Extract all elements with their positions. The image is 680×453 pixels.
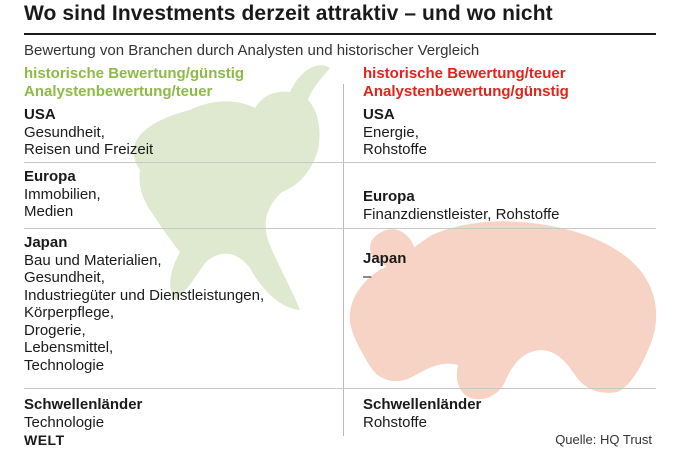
sector-item: – bbox=[363, 267, 372, 285]
sector-item: Technologie bbox=[24, 356, 105, 374]
region-label: USA bbox=[24, 106, 56, 123]
region-label: Europa bbox=[363, 188, 415, 205]
sector-item: Finanzdienstleister, Rohstoffe bbox=[363, 205, 560, 223]
sector-item: Lebensmittel, bbox=[24, 339, 114, 356]
source-note: Quelle: HQ Trust bbox=[555, 432, 652, 447]
sector-item: Körperpflege, bbox=[24, 304, 115, 321]
sector-item: Drogerie, bbox=[24, 321, 86, 339]
region-label: USA bbox=[363, 106, 395, 123]
sector-item: Gesundheit, bbox=[24, 123, 105, 141]
right-header-line1: historische Bewertung/teuer bbox=[363, 65, 566, 82]
left-cell-europa: Europa Immobilien, Medien bbox=[24, 168, 101, 221]
row-divider-1 bbox=[24, 162, 656, 163]
sector-item: Energie, bbox=[363, 123, 419, 141]
region-label: Schwellenländer bbox=[24, 396, 143, 413]
welt-logo: WELT bbox=[24, 432, 65, 448]
right-cell-europa: Europa Finanzdienstleister, Rohstoffe bbox=[363, 188, 560, 223]
left-cell-usa: USA Gesundheit, Reisen und Freizeit bbox=[24, 106, 153, 159]
sector-item: Gesundheit, bbox=[24, 269, 105, 286]
left-header-line2: Analystenbewertung/teuer bbox=[24, 83, 213, 100]
left-cell-schwellenlaender: Schwellenländer Technologie bbox=[24, 396, 142, 431]
bear-illustration bbox=[349, 221, 657, 400]
sector-item: Rohstoffe bbox=[363, 141, 427, 158]
column-divider bbox=[343, 84, 344, 436]
region-label: Japan bbox=[363, 250, 407, 267]
region-label: Europa bbox=[24, 168, 76, 185]
row-divider-2 bbox=[24, 228, 656, 229]
sector-item: Technologie bbox=[24, 413, 105, 431]
sector-item: Industriegüter und Dienstleistungen, bbox=[24, 286, 265, 304]
right-cell-japan: Japan – bbox=[363, 250, 406, 285]
page-subtitle: Bewertung von Branchen durch Analysten u… bbox=[24, 42, 480, 59]
right-cell-usa: USA Energie, Rohstoffe bbox=[363, 106, 427, 159]
sector-item: Bau und Materialien, bbox=[24, 251, 162, 269]
right-cell-schwellenlaender: Schwellenländer Rohstoffe bbox=[363, 396, 481, 431]
row-divider-3 bbox=[24, 388, 656, 389]
title-underline bbox=[24, 33, 656, 35]
sector-item: Reisen und Freizeit bbox=[24, 141, 154, 158]
right-header-line2: Analystenbewertung/günstig bbox=[363, 83, 569, 100]
region-label: Schwellenländer bbox=[363, 396, 482, 413]
bull-illustration bbox=[133, 65, 330, 310]
left-column-header: historische Bewertung/günstig Analystenb… bbox=[24, 65, 244, 101]
page-title: Wo sind Investments derzeit attraktiv – … bbox=[24, 2, 553, 25]
region-label: Japan bbox=[24, 234, 68, 251]
sector-item: Immobilien, bbox=[24, 185, 101, 203]
sector-item: Medien bbox=[24, 203, 74, 220]
sector-item: Rohstoffe bbox=[363, 413, 427, 431]
left-cell-japan: Japan Bau und Materialien, Gesundheit, I… bbox=[24, 234, 264, 374]
left-header-line1: historische Bewertung/günstig bbox=[24, 65, 245, 82]
right-column-header: historische Bewertung/teuer Analystenbew… bbox=[363, 65, 569, 101]
